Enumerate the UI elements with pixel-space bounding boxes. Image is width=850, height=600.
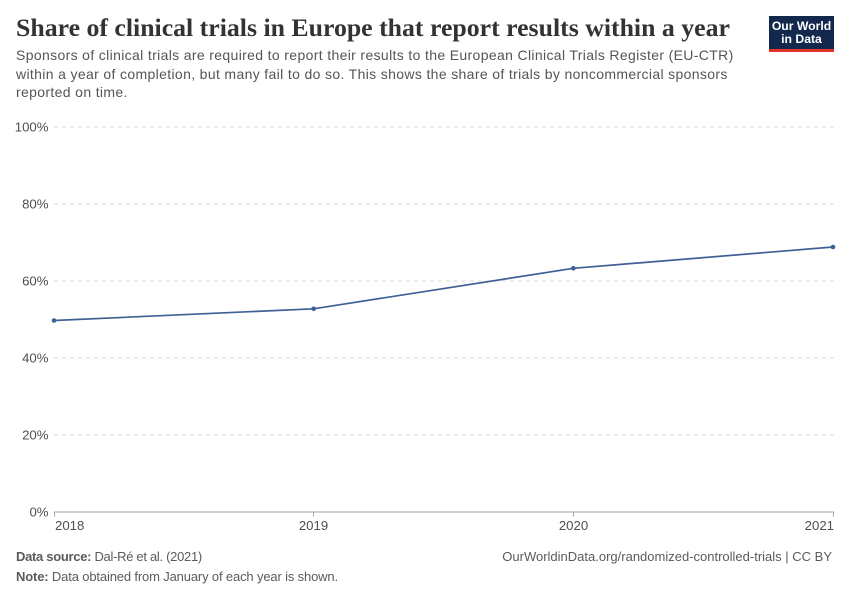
svg-text:2018: 2018 bbox=[55, 518, 84, 533]
svg-text:80%: 80% bbox=[22, 197, 49, 212]
svg-text:100%: 100% bbox=[15, 120, 49, 135]
svg-text:40%: 40% bbox=[22, 351, 49, 366]
svg-text:0%: 0% bbox=[29, 505, 48, 520]
svg-text:20%: 20% bbox=[22, 428, 49, 443]
svg-text:2019: 2019 bbox=[299, 518, 328, 533]
svg-text:2020: 2020 bbox=[559, 518, 588, 533]
svg-text:2021: 2021 bbox=[805, 518, 834, 533]
svg-text:60%: 60% bbox=[22, 274, 49, 289]
